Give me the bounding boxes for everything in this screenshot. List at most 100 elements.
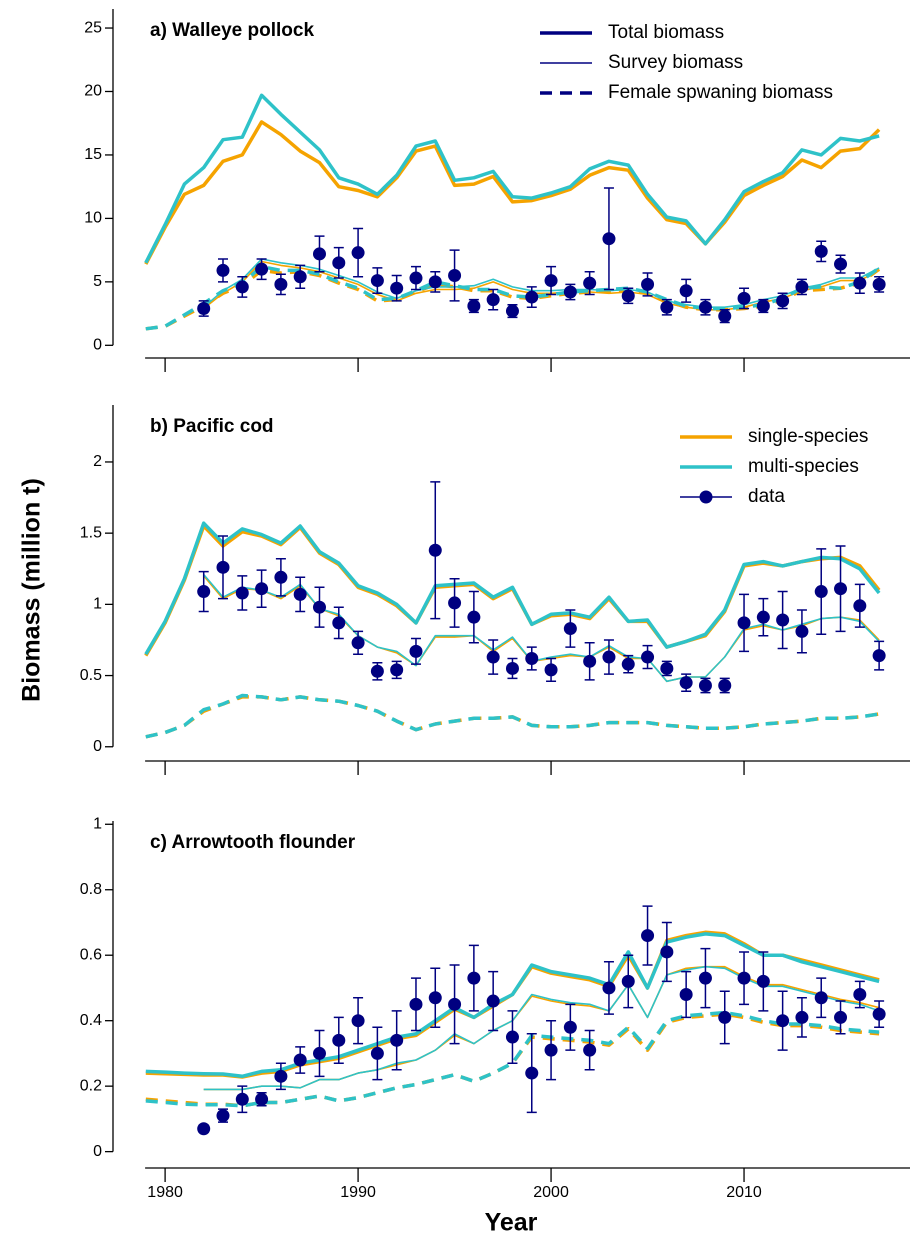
data-point <box>583 1043 597 1057</box>
data-point <box>235 586 249 600</box>
data-point <box>467 610 481 624</box>
data-point <box>312 247 326 261</box>
data-point <box>525 651 539 665</box>
y-tick-label: 15 <box>84 146 102 163</box>
data-point <box>602 232 616 246</box>
y-tick-label: 0.8 <box>80 881 102 898</box>
data-point <box>255 262 269 276</box>
x-tick-label: 2000 <box>533 1184 569 1201</box>
data-point <box>679 676 693 690</box>
data-point <box>602 981 616 995</box>
data-point <box>834 1010 848 1024</box>
data-point <box>448 997 462 1011</box>
data-point <box>853 599 867 613</box>
data-point <box>486 650 500 664</box>
panel: 0 0.5 1 1.5 2 b) Pacific cod Biomass (million … <box>18 405 910 775</box>
data-point <box>872 277 886 291</box>
data-point <box>563 1020 577 1034</box>
data-point <box>814 991 828 1005</box>
data-point <box>737 971 751 985</box>
x-axis-title: Year <box>485 1209 538 1237</box>
legend-label: Survey biomass <box>608 52 743 73</box>
data-point <box>351 1014 365 1028</box>
data-point <box>448 596 462 610</box>
data-point <box>197 1122 211 1136</box>
y-axis-title: Biomass (million t) <box>18 478 46 702</box>
data-point <box>351 636 365 650</box>
data-point <box>718 1010 732 1024</box>
y-tick-label: 1 <box>93 815 102 832</box>
x-tick-label: 2010 <box>726 1184 762 1201</box>
data-point <box>505 1030 519 1044</box>
data-point <box>872 649 886 663</box>
legend-label: Female spwaning biomass <box>608 82 833 103</box>
data-point <box>563 285 577 299</box>
data-point <box>390 1033 404 1047</box>
data-point <box>197 302 211 316</box>
data-point <box>390 281 404 295</box>
data-point <box>698 971 712 985</box>
data-point <box>428 991 442 1005</box>
data-point <box>583 654 597 668</box>
data-point <box>525 290 539 304</box>
y-tick-label: 20 <box>84 83 102 100</box>
data-point <box>544 663 558 677</box>
data-point <box>621 974 635 988</box>
data-point <box>486 293 500 307</box>
data-point <box>428 275 442 289</box>
data-point <box>255 582 269 596</box>
data-point <box>698 300 712 314</box>
x-tick-label: 1990 <box>340 1184 376 1201</box>
data-point <box>602 650 616 664</box>
data-point <box>370 274 384 288</box>
series-line <box>145 1010 880 1108</box>
data-point <box>814 585 828 599</box>
data-point <box>698 679 712 693</box>
data-point <box>505 304 519 318</box>
data-point <box>718 679 732 693</box>
data-point <box>853 988 867 1001</box>
y-tick-label: 0.6 <box>80 946 102 963</box>
data-point <box>795 1010 809 1024</box>
y-tick-label: 0 <box>93 1143 102 1160</box>
data-point <box>370 1046 384 1060</box>
data-point <box>390 663 404 677</box>
legend-label: data <box>748 486 785 507</box>
data-point <box>409 644 423 658</box>
data-point <box>332 616 346 630</box>
data-point <box>255 1092 269 1106</box>
data-point <box>274 570 288 584</box>
data-point <box>563 622 577 636</box>
data-point <box>467 971 481 985</box>
data-point <box>216 560 230 574</box>
data-point <box>544 274 558 288</box>
data-point <box>312 600 326 614</box>
panel-title: c) Arrowtooth flounder <box>150 832 356 853</box>
y-tick-label: 0.4 <box>80 1012 102 1029</box>
data-point <box>274 1069 288 1083</box>
data-point <box>679 284 693 298</box>
data-point <box>351 246 365 260</box>
series-line <box>145 932 880 1079</box>
legend-label: single-species <box>748 426 868 447</box>
data-point <box>776 613 790 627</box>
data-point <box>467 299 481 313</box>
y-tick-label: 25 <box>84 19 102 36</box>
data-point <box>737 291 751 305</box>
data-point <box>834 257 848 271</box>
data-point <box>505 661 519 675</box>
y-tick-label: 5 <box>93 273 102 290</box>
data-point <box>235 1092 249 1106</box>
y-tick-label: 1 <box>93 596 102 613</box>
data-point <box>641 929 655 943</box>
data-point <box>834 582 848 596</box>
data-point <box>293 587 307 601</box>
y-tick-label: 0 <box>93 738 102 755</box>
data-point <box>679 988 693 1001</box>
data-point <box>409 271 423 285</box>
data-point <box>197 585 211 599</box>
y-tick-label: 0.2 <box>80 1077 102 1094</box>
data-point <box>660 661 674 675</box>
legend-marker <box>699 490 713 504</box>
